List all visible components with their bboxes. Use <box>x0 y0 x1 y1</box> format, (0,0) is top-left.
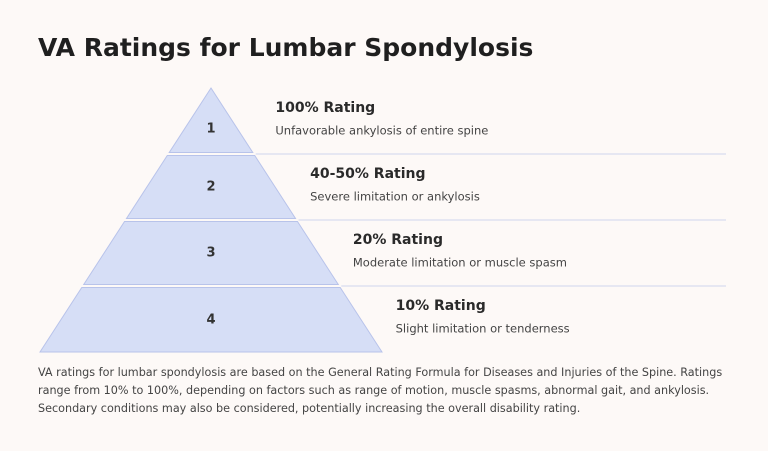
pyramid-tier <box>39 287 383 353</box>
tier-heading: 20% Rating <box>353 232 443 248</box>
tier-number: 4 <box>206 312 215 327</box>
footer-line: VA ratings for lumbar spondylosis are ba… <box>38 366 722 379</box>
pyramid: 1 100% Rating Unfavorable ankylosis of ent… <box>39 87 726 353</box>
tier-number: 1 <box>206 121 215 136</box>
tier-number: 3 <box>206 246 215 261</box>
footer: VA ratings for lumbar spondylosis are ba… <box>38 366 722 415</box>
title: VA Ratings for Lumbar Spondylosis <box>38 33 533 62</box>
tier-description: Moderate limitation or muscle spasm <box>353 256 567 270</box>
footer-line: range from 10% to 100%, depending on fac… <box>38 384 709 397</box>
tier-description: Slight limitation or tenderness <box>396 322 570 336</box>
pyramid-tier <box>82 221 340 285</box>
tier-description: Unfavorable ankylosis of entire spine <box>275 124 488 138</box>
pyramid-tier <box>125 155 297 219</box>
tier-heading: 40-50% Rating <box>310 166 425 182</box>
tier-heading: 100% Rating <box>275 100 375 116</box>
tier-description: Severe limitation or ankylosis <box>310 190 480 204</box>
tier-number: 2 <box>206 180 215 195</box>
footer-line: Secondary conditions may also be conside… <box>38 402 580 415</box>
pyramid-tier <box>168 87 254 153</box>
tier-heading: 10% Rating <box>396 298 486 314</box>
